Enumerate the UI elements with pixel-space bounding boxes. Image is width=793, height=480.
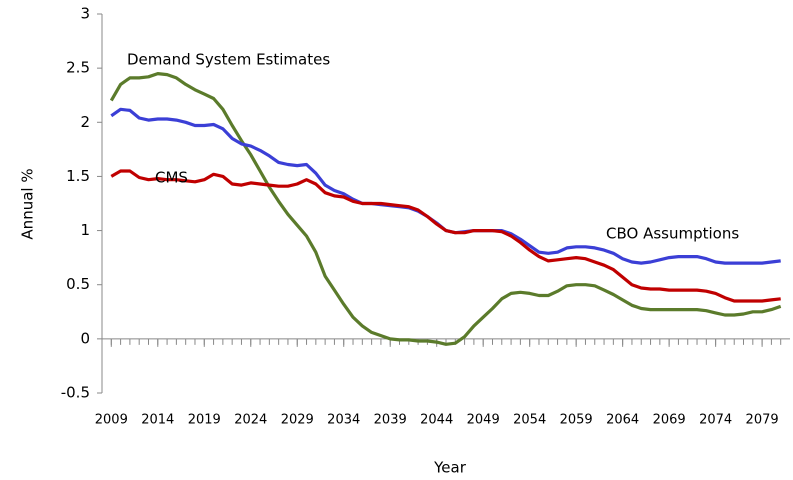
series-label: Demand System Estimates (127, 51, 330, 69)
x-axis-label: Year (433, 459, 467, 477)
y-tick-label: 0.5 (66, 275, 90, 293)
y-tick-label: 1.5 (66, 167, 90, 185)
x-tick-label: 2069 (653, 413, 686, 428)
x-tick-label: 2079 (746, 413, 779, 428)
x-tick-label: 2034 (327, 413, 360, 428)
y-axis-label: Annual % (19, 168, 37, 239)
y-tick-label: 2.5 (66, 59, 90, 77)
series-label: CBO Assumptions (606, 225, 739, 243)
y-tick-label: 1 (80, 221, 90, 239)
series-label: CMS (155, 169, 188, 187)
x-tick-label: 2059 (560, 413, 593, 428)
x-tick-label: 2019 (188, 413, 221, 428)
x-tick-label: 2054 (513, 413, 546, 428)
y-tick-label: 0 (80, 329, 90, 347)
x-tick-label: 2014 (141, 413, 174, 428)
y-tick-label: 2 (80, 113, 90, 131)
x-tick-label: 2039 (374, 413, 407, 428)
series-line (110, 169, 781, 303)
x-tick-label: 2049 (467, 413, 500, 428)
y-tick-label: 3 (80, 5, 90, 23)
series-line (109, 72, 782, 346)
x-tick-label: 2024 (234, 413, 267, 428)
x-tick-label: 2044 (420, 413, 453, 428)
x-tick-label: 2009 (95, 413, 128, 428)
x-tick-label: 2074 (699, 413, 732, 428)
x-tick-label: 2029 (281, 413, 314, 428)
y-tick-label: -0.5 (61, 384, 90, 402)
x-tick-label: 2064 (606, 413, 639, 428)
